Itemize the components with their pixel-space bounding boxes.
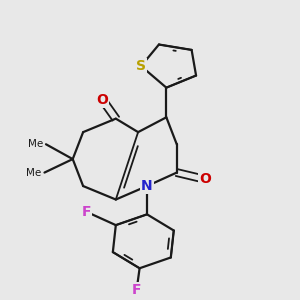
Text: N: N [141, 179, 153, 193]
Text: O: O [199, 172, 211, 186]
Text: Me: Me [28, 139, 43, 149]
Text: F: F [81, 205, 91, 219]
Text: Me: Me [26, 168, 41, 178]
Text: S: S [136, 59, 146, 73]
Text: F: F [132, 283, 141, 297]
Text: O: O [97, 93, 108, 107]
